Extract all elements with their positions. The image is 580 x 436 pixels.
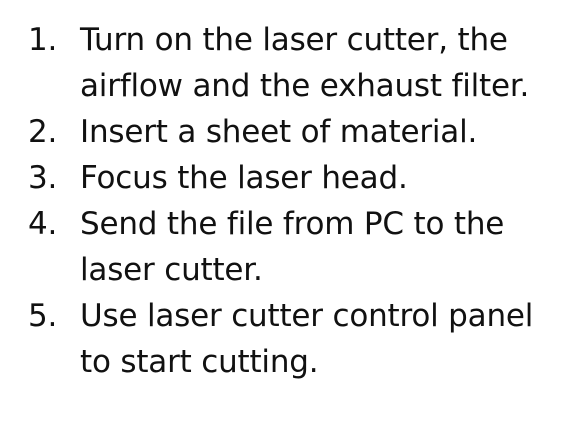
step-text: Send the file from PC to the laser cutte… <box>80 206 505 288</box>
list-item: 3. Focus the laser head. <box>28 155 573 201</box>
list-item: 1. Turn on the laser cutter, the airflow… <box>28 17 573 109</box>
step-number: 3. <box>28 160 58 196</box>
step-number: 4. <box>28 206 58 242</box>
step-text: Turn on the laser cutter, the airflow an… <box>80 22 530 104</box>
instruction-list: 1. Turn on the laser cutter, the airflow… <box>28 17 573 385</box>
step-number: 2. <box>28 114 58 150</box>
step-number: 5. <box>28 298 58 334</box>
list-item: 2. Insert a sheet of material. <box>28 109 573 155</box>
step-text: Use laser cutter control panel to start … <box>80 298 534 380</box>
step-number: 1. <box>28 22 58 58</box>
step-text: Focus the laser head. <box>80 160 408 196</box>
step-text: Insert a sheet of material. <box>80 114 478 150</box>
list-item: 4. Send the file from PC to the laser cu… <box>28 201 573 293</box>
list-item: 5. Use laser cutter control panel to sta… <box>28 293 573 385</box>
